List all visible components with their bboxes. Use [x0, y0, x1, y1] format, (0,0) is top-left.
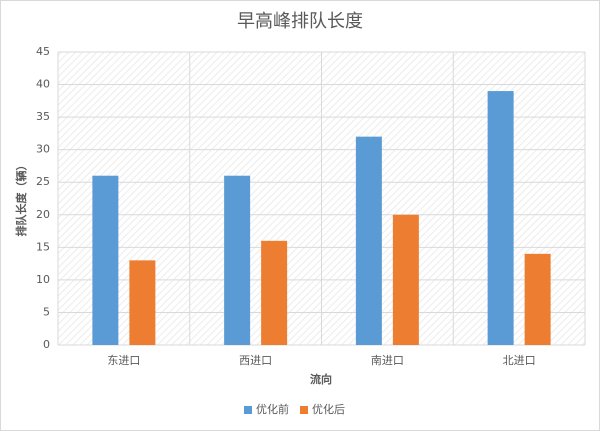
y-tick-label: 35: [36, 110, 50, 123]
y-tick-label: 10: [36, 273, 50, 286]
chart-title: 早高峰排队长度: [237, 11, 363, 32]
y-axis-title: 排队长度（辆）: [14, 160, 28, 237]
bar: [92, 175, 119, 345]
x-axis-title: 流向: [310, 372, 332, 386]
legend-swatch: [300, 406, 308, 414]
y-tick-label: 30: [36, 143, 50, 156]
x-tick-label: 南进口: [371, 354, 404, 367]
y-tick-label: 20: [36, 208, 50, 221]
y-tick-label: 5: [43, 305, 50, 318]
x-tick-label: 东进口: [107, 354, 140, 367]
bar: [355, 136, 382, 345]
y-tick-label: 25: [36, 175, 50, 188]
bar: [224, 175, 251, 345]
legend-label: 优化前: [256, 402, 289, 416]
bar: [392, 214, 419, 345]
y-tick-label: 15: [36, 240, 50, 253]
bar: [524, 253, 551, 345]
x-tick-label: 西进口: [239, 354, 272, 367]
bar: [129, 260, 156, 345]
y-tick-label: 0: [43, 338, 50, 351]
x-tick-label: 北进口: [503, 354, 536, 367]
y-tick-label: 45: [36, 45, 50, 58]
legend-label: 优化后: [312, 402, 345, 416]
bar: [261, 240, 288, 345]
legend-swatch: [244, 406, 252, 414]
y-tick-label: 40: [36, 78, 50, 91]
bar: [487, 91, 514, 345]
